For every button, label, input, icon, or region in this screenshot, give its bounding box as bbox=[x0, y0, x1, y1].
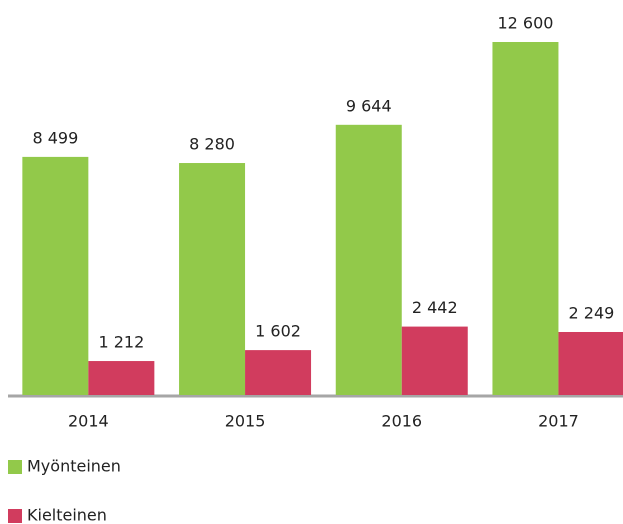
value-label: 12 600 bbox=[497, 14, 553, 33]
bar bbox=[558, 331, 623, 395]
bar bbox=[492, 42, 559, 395]
legend-swatch bbox=[8, 460, 22, 474]
x-tick-label: 2015 bbox=[225, 412, 266, 431]
x-tick-label: 2017 bbox=[538, 412, 579, 431]
legend-swatch bbox=[8, 509, 22, 523]
value-label: 1 212 bbox=[98, 333, 144, 352]
value-label: 8 280 bbox=[189, 135, 235, 154]
value-label: 2 249 bbox=[569, 303, 615, 322]
bar bbox=[245, 350, 312, 395]
legend-label: Myönteinen bbox=[27, 457, 121, 476]
bar bbox=[401, 326, 468, 395]
bar bbox=[88, 361, 155, 395]
x-tick-label: 2014 bbox=[68, 412, 109, 431]
value-label: 8 499 bbox=[32, 128, 78, 147]
bar bbox=[179, 163, 246, 395]
value-label: 2 442 bbox=[412, 298, 458, 317]
value-label: 9 644 bbox=[346, 96, 392, 115]
x-tick-label: 2016 bbox=[381, 412, 422, 431]
value-label: 1 602 bbox=[255, 322, 301, 341]
bar bbox=[335, 124, 402, 396]
legend-label: Kielteinen bbox=[27, 506, 107, 524]
bar bbox=[22, 156, 89, 395]
